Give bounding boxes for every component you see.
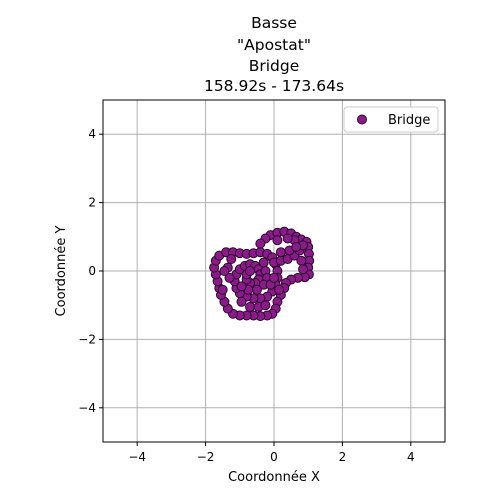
data-point <box>269 272 279 283</box>
y-tick-label: −4 <box>78 401 96 415</box>
legend-marker <box>357 114 367 125</box>
y-axis-label: Coordonnée Y <box>54 226 69 317</box>
title-line-1: Basse <box>251 14 297 32</box>
data-point <box>219 266 230 276</box>
x-tick-label: 2 <box>339 450 347 464</box>
data-point <box>255 238 266 249</box>
data-point <box>217 284 228 295</box>
data-point <box>275 247 286 258</box>
legend: Bridge <box>343 106 439 133</box>
data-point <box>245 266 256 276</box>
grid-lines <box>103 100 445 442</box>
x-axis-label: Coordonnée X <box>228 470 320 485</box>
data-point <box>226 254 237 265</box>
x-tick-label: −4 <box>128 450 146 464</box>
y-tick-label: 2 <box>88 196 96 210</box>
x-tick-label: 0 <box>270 450 278 464</box>
y-tick-label: 0 <box>88 264 96 278</box>
data-point <box>258 257 269 268</box>
data-points <box>209 226 315 322</box>
data-point <box>282 233 293 244</box>
data-point <box>251 284 262 295</box>
title-line-4: 158.92s - 173.64s <box>204 77 344 95</box>
title-line-3: Bridge <box>249 57 300 75</box>
legend-box <box>343 106 439 133</box>
chart-title: Basse "Apostat" Bridge 158.92s - 173.64s <box>204 14 344 95</box>
data-point <box>291 242 302 253</box>
data-point <box>245 301 256 312</box>
y-tick-label: −2 <box>78 332 96 346</box>
data-point <box>224 272 235 283</box>
data-point <box>296 255 307 266</box>
data-point <box>274 284 285 295</box>
data-point <box>272 235 283 246</box>
axis-ticks: −4 −2 0 2 4 −4 −2 0 2 4 <box>78 127 414 464</box>
data-point <box>236 281 247 292</box>
y-tick-label: 4 <box>88 127 96 141</box>
legend-label: Bridge <box>388 113 430 128</box>
data-point <box>298 264 309 275</box>
title-line-2: "Apostat" <box>237 36 311 54</box>
data-point <box>236 296 247 307</box>
x-tick-label: 4 <box>407 450 415 464</box>
data-point <box>260 300 271 311</box>
x-tick-label: −2 <box>197 450 215 464</box>
